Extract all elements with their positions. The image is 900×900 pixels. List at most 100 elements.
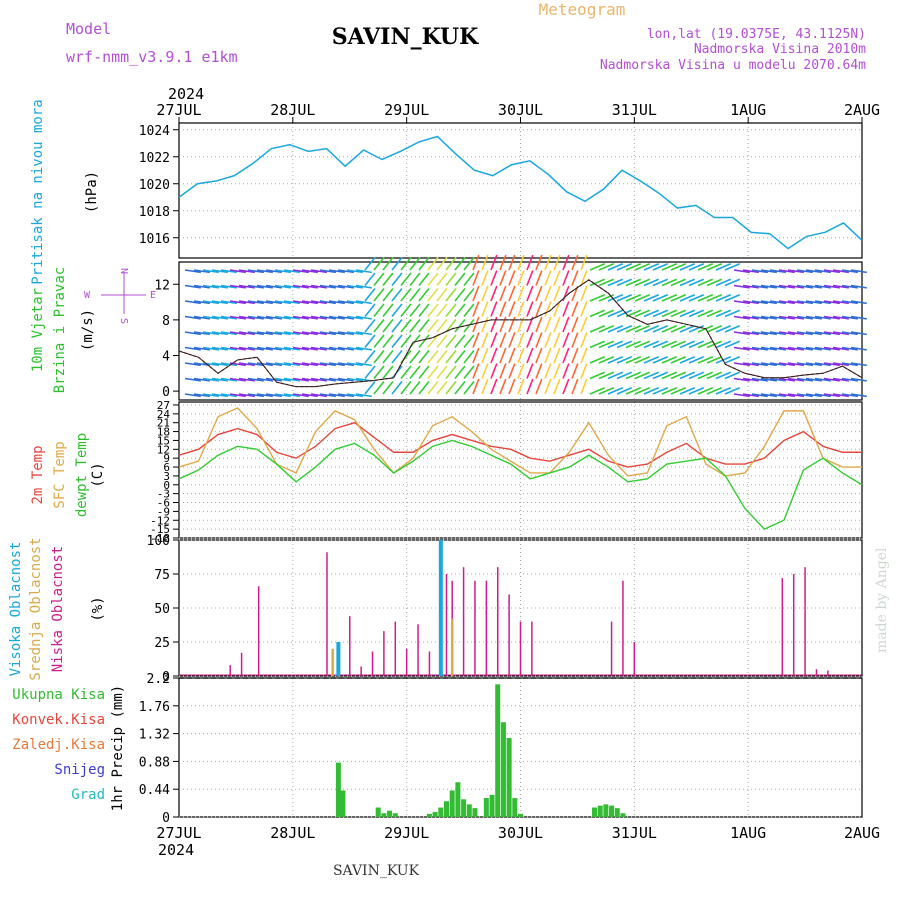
wind-arrow (418, 287, 430, 302)
wind-arrow (319, 331, 336, 336)
low-cloud-bar (610, 621, 613, 676)
wind-arrow (535, 301, 543, 317)
wind-arrow (571, 347, 579, 364)
x-tick-label-bottom: 29JUL (384, 824, 429, 842)
wind-arrow (328, 346, 345, 351)
wind-arrow (481, 254, 489, 271)
wind-arrow (598, 278, 615, 287)
wind-arrow (418, 303, 430, 317)
wind-arrow (256, 377, 273, 382)
meteogram-label: Meteogram (539, 0, 626, 19)
wind-arrow (391, 380, 403, 395)
wind-arrow (238, 269, 255, 274)
wind-arrow (841, 377, 858, 382)
y-tick-label: 27 (157, 399, 170, 412)
wind-arrow (481, 378, 489, 395)
wind-arrow (337, 269, 354, 274)
wind-arrow (751, 377, 768, 382)
wind-arrow (643, 263, 660, 271)
wind-arrow (643, 387, 660, 395)
precip-bar (432, 811, 438, 817)
wind-arrow (814, 284, 831, 289)
wind-arrow (274, 346, 291, 351)
wind-arrow (454, 256, 466, 271)
wind-arrow (382, 318, 394, 333)
wind-arrow (796, 269, 813, 274)
cloud-unit: (%) (90, 596, 106, 621)
wind-arrow (310, 346, 327, 351)
wind-arrow (391, 303, 403, 317)
top-year: 2024 (168, 85, 204, 103)
wind-arrow (490, 285, 498, 302)
low-cloud-bar (781, 578, 784, 676)
wind-arrow (706, 325, 723, 333)
wind-arrow (769, 362, 786, 367)
wind-arrow (283, 393, 300, 398)
low-cloud-bar (371, 651, 374, 676)
wind-arrow (409, 272, 421, 286)
wind-arrow (247, 269, 264, 274)
wind-arrow (607, 371, 624, 380)
wind-arrow (643, 294, 660, 302)
wind-arrow (382, 365, 394, 379)
wind-arrow (373, 380, 385, 395)
precip-bar (461, 799, 467, 817)
precip-bar (500, 722, 506, 817)
wind-arrow (328, 362, 345, 367)
sfc-temp-line (178, 407, 862, 477)
wind-arrow (625, 340, 642, 349)
wind-arrow (220, 346, 237, 351)
wind-arrow (490, 363, 498, 379)
wind-arrow (202, 269, 219, 274)
wind-arrow (472, 254, 480, 271)
wind-arrow (679, 325, 696, 333)
low-cloud-bar (445, 574, 448, 676)
wind-arrow (553, 285, 561, 302)
wind-arrow (184, 346, 201, 351)
wind-arrow (481, 332, 489, 348)
x-tick-label-top: 27JUL (156, 101, 201, 119)
wind-arrow (724, 387, 741, 395)
wind-arrow (634, 340, 651, 349)
wind-arrow (445, 303, 457, 317)
wind-arrow (310, 331, 327, 336)
wind-arrow (202, 284, 219, 289)
low-cloud-bar (417, 624, 419, 676)
wind-arrow (733, 315, 750, 320)
wind-arrow (643, 340, 660, 349)
temp-2m-line (178, 421, 862, 468)
wind-arrow (400, 380, 412, 395)
wind-arrow (499, 285, 507, 302)
wind-arrow (418, 380, 430, 395)
wind-arrow (643, 278, 660, 287)
wind-arrow (796, 331, 813, 336)
wind-arrow (697, 294, 714, 302)
wind-arrow (760, 346, 777, 351)
wind-arrow (463, 256, 475, 271)
wind-arrow (787, 269, 804, 274)
wind-arrow (787, 300, 804, 305)
svg-text:E: E (150, 290, 156, 301)
wind-arrow (616, 325, 633, 333)
wind-arrow (742, 331, 759, 336)
wind-arrow (211, 346, 228, 351)
precip-bar (444, 801, 450, 817)
wind-arrow (661, 278, 678, 287)
x-tick-label-top: 31JUL (612, 101, 657, 119)
wind-arrow (220, 315, 237, 320)
wind-arrow (463, 287, 475, 302)
wind-arrow (598, 356, 615, 364)
wind-arrow (346, 284, 363, 289)
wind-arrow (328, 300, 345, 305)
wind-arrow (553, 332, 561, 348)
wind-arrow (517, 285, 525, 302)
wind-arrow (814, 315, 831, 320)
wind-arrow (238, 300, 255, 305)
y-tick-label: 1022 (139, 151, 170, 166)
wind-arrow (400, 303, 412, 317)
y-tick-label: 25 (154, 636, 170, 651)
wind-arrow (274, 377, 291, 382)
wind-arrow (724, 371, 741, 380)
wind-arrow (229, 300, 246, 305)
y-tick-label: 1.76 (139, 700, 170, 715)
